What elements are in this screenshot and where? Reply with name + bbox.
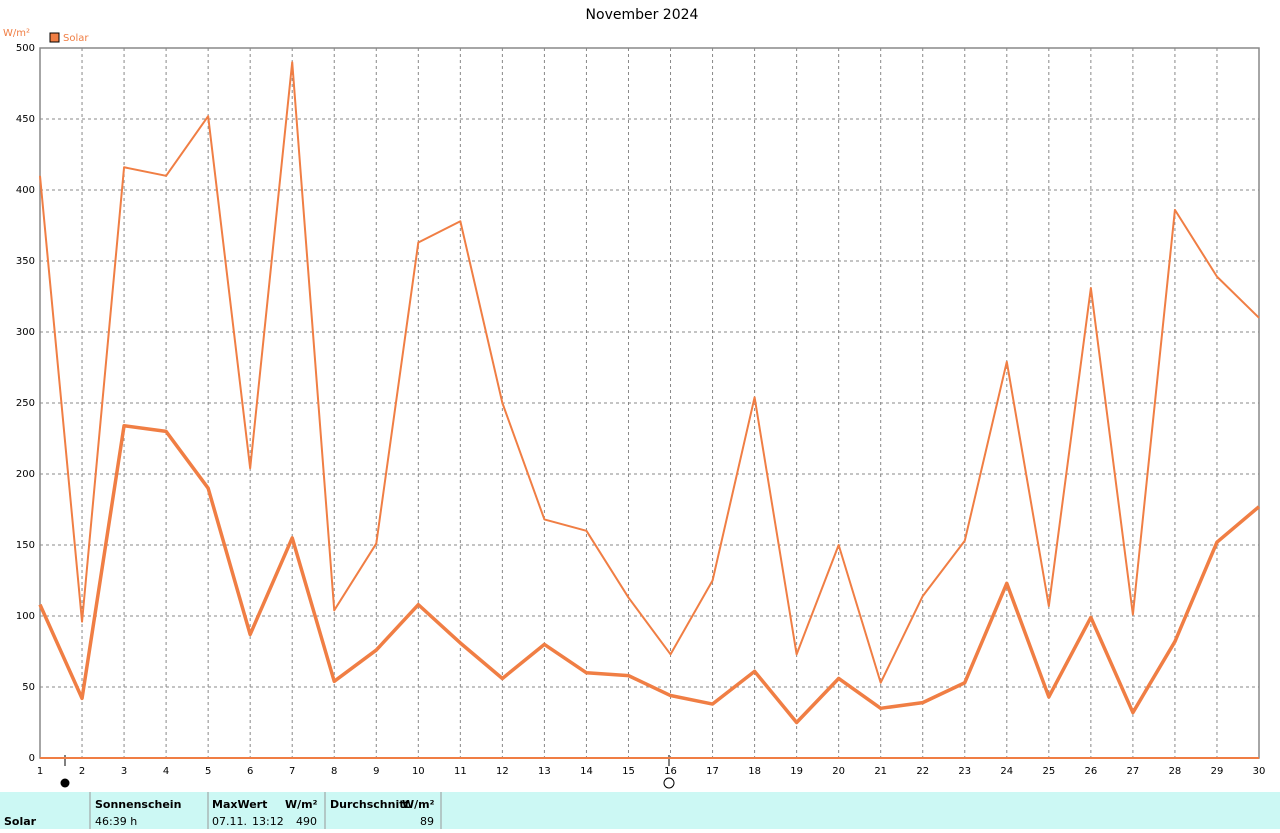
chart-title: November 2024 [586, 7, 699, 23]
y-tick-label: 0 [29, 753, 35, 764]
cell: 46:39 h [95, 815, 137, 828]
series-line [39, 61, 1260, 684]
x-tick-label: 20 [832, 766, 845, 777]
x-tick-label: 19 [790, 766, 803, 777]
x-tick-label: 5 [205, 766, 211, 777]
legend-label: Solar [63, 33, 89, 44]
x-tick-label: 8 [331, 766, 337, 777]
y-tick-label: 400 [16, 185, 35, 196]
x-tick-label: 14 [580, 766, 593, 777]
x-tick-label: 24 [1000, 766, 1013, 777]
y-tick-label: 150 [16, 540, 35, 551]
header: W/m² [285, 798, 318, 811]
x-tick-label: 26 [1084, 766, 1097, 777]
header: Sonnenschein [95, 798, 181, 811]
x-tick-label: 16 [664, 766, 677, 777]
x-tick-label: 27 [1127, 766, 1140, 777]
x-tick-label: 28 [1169, 766, 1182, 777]
x-tick-label: 12 [496, 766, 509, 777]
x-tick-label: 30 [1253, 766, 1266, 777]
row-label: Solar [4, 815, 37, 828]
legend-swatch [49, 32, 60, 43]
series-line [38, 423, 1261, 725]
y-tick-label: 200 [16, 469, 35, 480]
header: Durchschnitt [330, 798, 410, 811]
x-tick-label: 10 [412, 766, 425, 777]
x-tick-label: 15 [622, 766, 635, 777]
x-tick-label: 2 [79, 766, 85, 777]
x-tick-label: 9 [373, 766, 379, 777]
summary-table: Solar Sonnenschein 46:39 h MaxWert W/m² … [0, 792, 1280, 829]
x-tick-label: 21 [874, 766, 887, 777]
y-tick-label: 300 [16, 327, 35, 338]
x-tick-label: 25 [1042, 766, 1055, 777]
cell: 07.11. [212, 815, 247, 828]
x-tick-label: 11 [454, 766, 467, 777]
header: W/m² [402, 798, 435, 811]
x-tick-label: 18 [748, 766, 761, 777]
x-tick-label: 1 [37, 766, 43, 777]
table-bg [0, 792, 1280, 829]
full-moon-icon [60, 778, 70, 788]
y-axis-label: W/m² [3, 28, 30, 39]
y-tick-label: 100 [16, 611, 35, 622]
y-tick-label: 250 [16, 398, 35, 409]
y-tick-label: 350 [16, 256, 35, 267]
x-tick-label: 7 [289, 766, 295, 777]
y-tick-label: 500 [16, 43, 35, 54]
x-tick-label: 23 [958, 766, 971, 777]
y-tick-label: 450 [16, 114, 35, 125]
x-tick-label: 13 [538, 766, 551, 777]
x-tick-label: 22 [916, 766, 929, 777]
x-tick-label: 6 [247, 766, 253, 777]
x-tick-label: 4 [163, 766, 169, 777]
x-tick-label: 17 [706, 766, 719, 777]
new-moon-icon [663, 777, 675, 789]
x-tick-label: 3 [121, 766, 127, 777]
header: MaxWert [212, 798, 267, 811]
cell: 490 [296, 815, 317, 828]
x-tick-label: 29 [1211, 766, 1224, 777]
cell: 89 [420, 815, 434, 828]
cell: 13:12 [252, 815, 284, 828]
y-tick-label: 50 [22, 682, 35, 693]
